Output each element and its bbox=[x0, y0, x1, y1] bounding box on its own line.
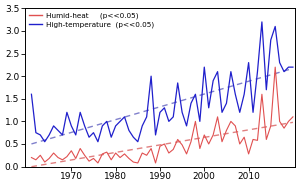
Legend: Humid-heat     (p<<0.05), High-temperature  (p<<0.05): Humid-heat (p<<0.05), High-temperature (… bbox=[27, 11, 156, 30]
